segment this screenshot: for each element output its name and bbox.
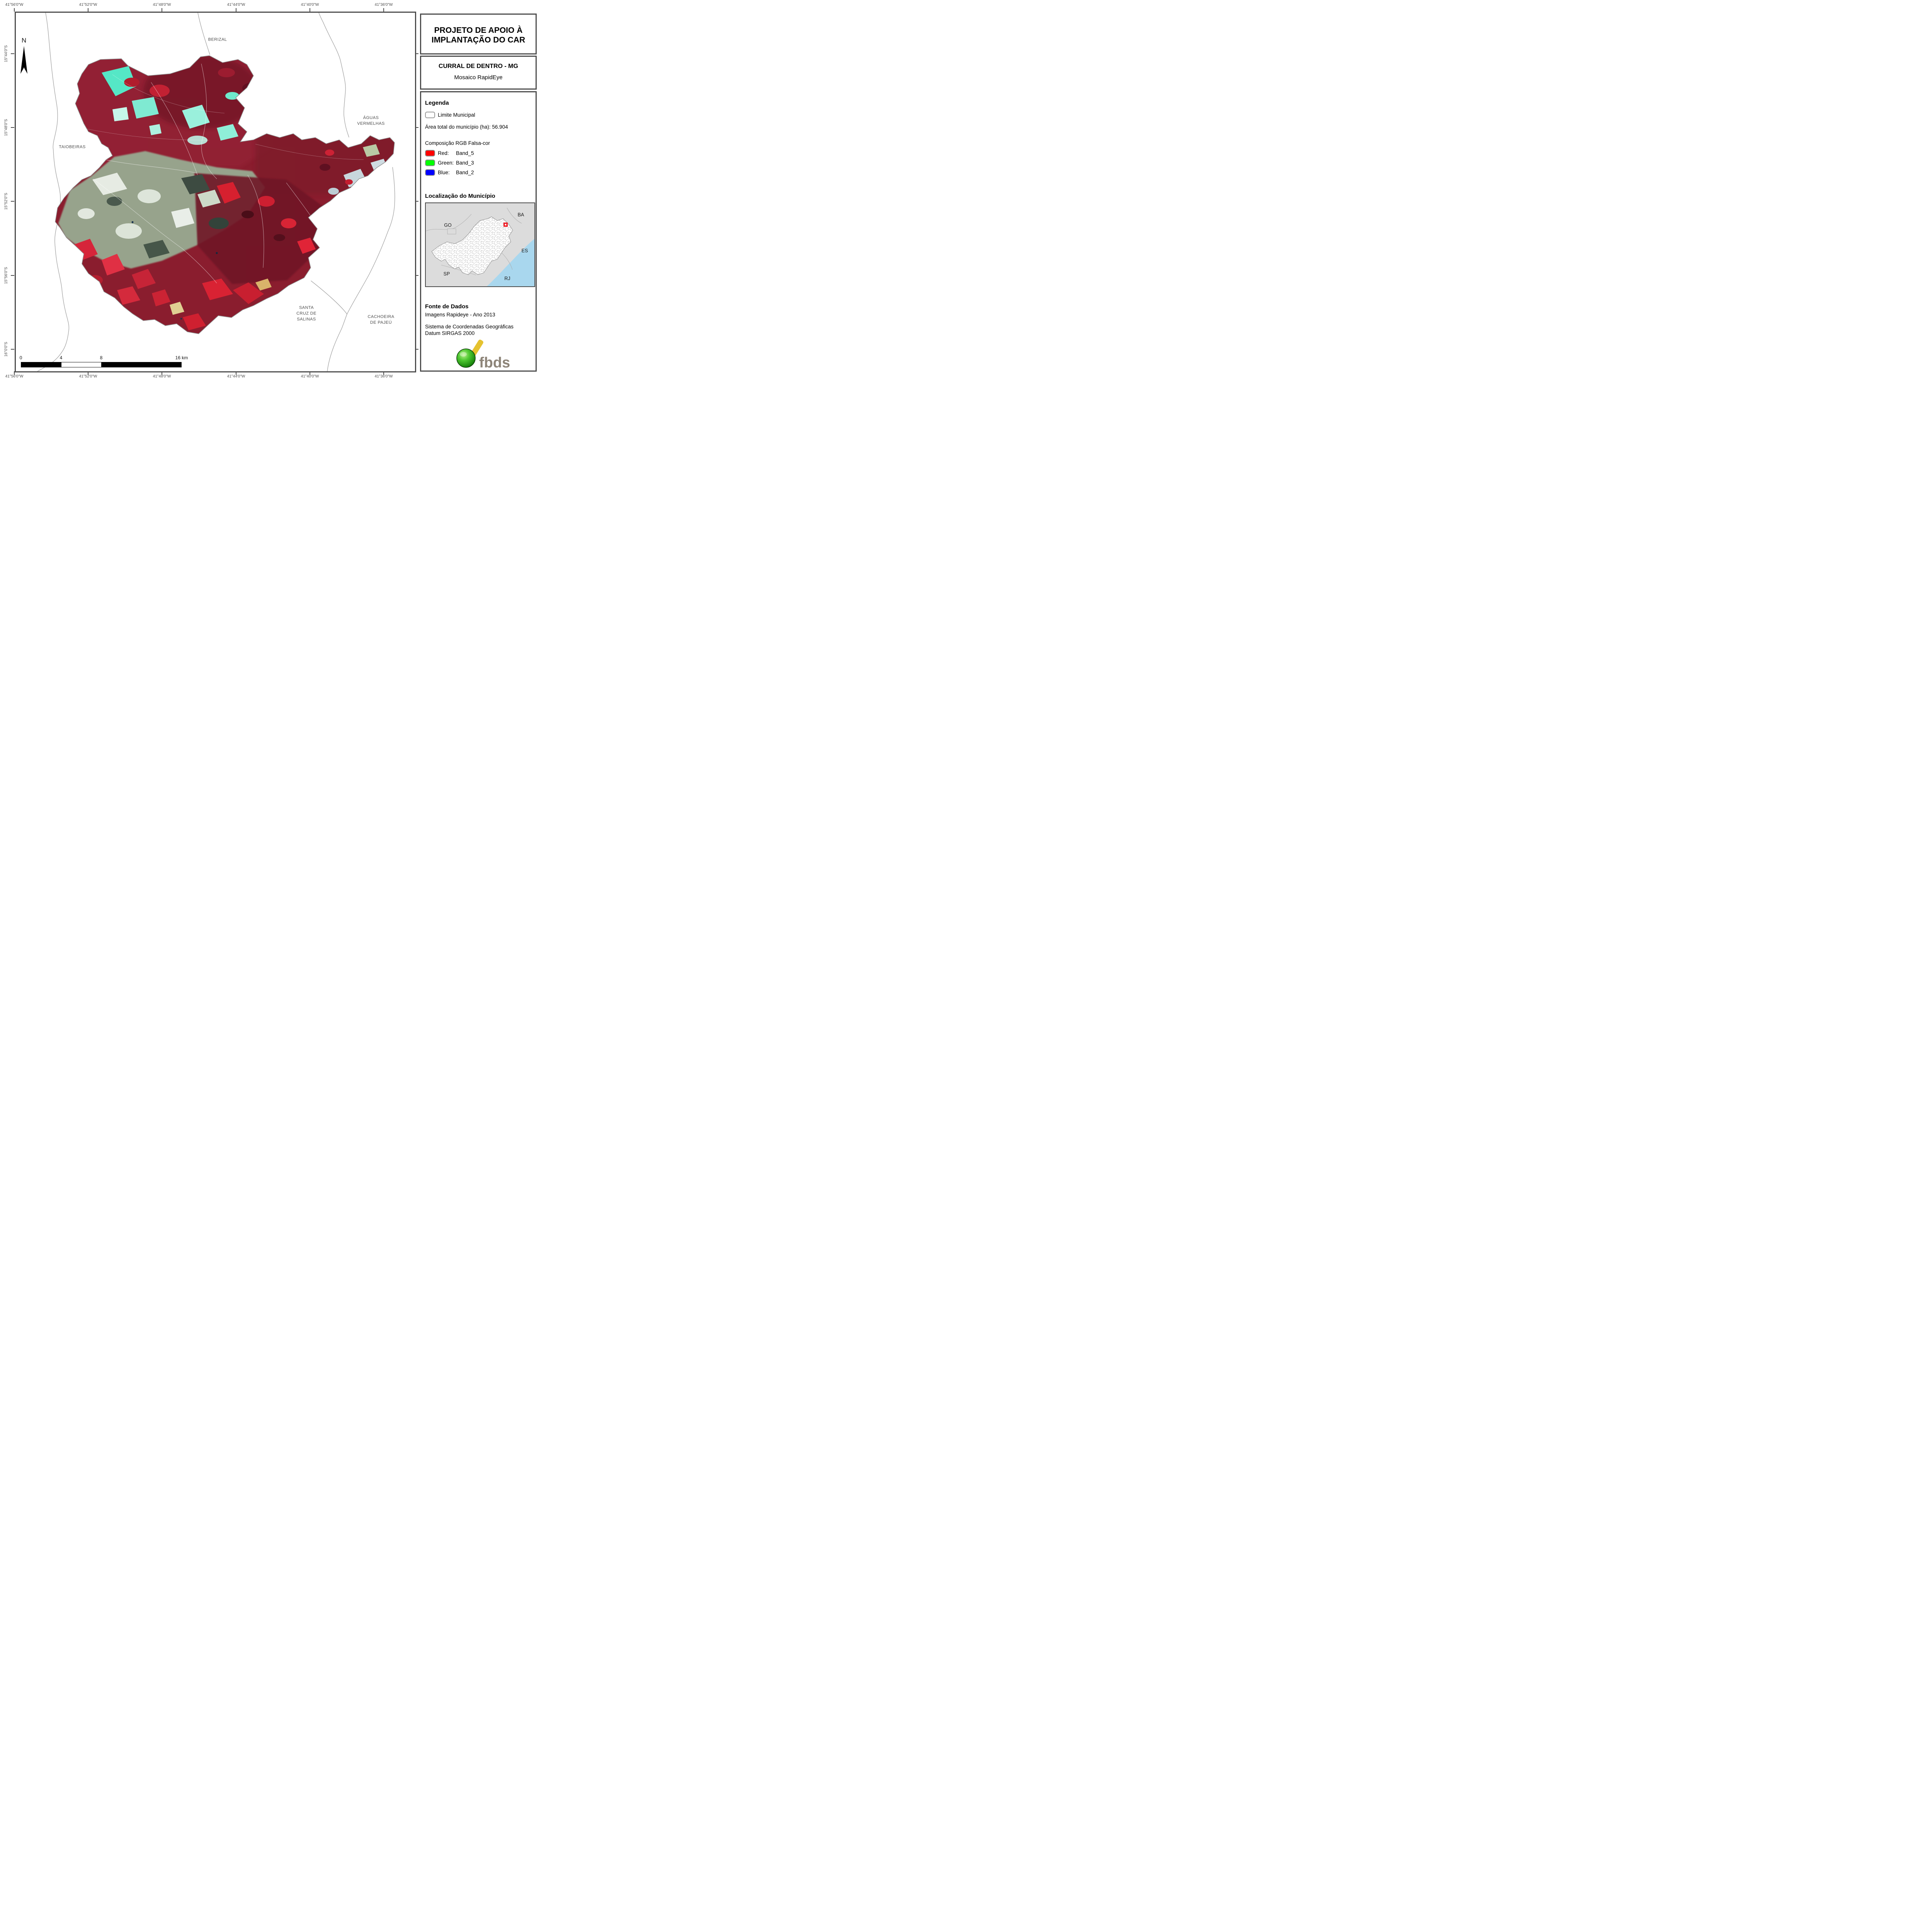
state-label-sp: SP (443, 271, 450, 277)
municipality-name: CURRAL DE DENTRO - MG (439, 63, 518, 70)
source-heading: Fonte de Dados (425, 303, 469, 310)
legend-item-red-band: Red: Band_5 (425, 150, 474, 156)
state-label-es: ES (521, 248, 528, 253)
project-title: PROJETO DE APOIO À IMPLANTAÇÃO DO CAR (431, 26, 526, 44)
source-line-3: Datum SIRGAS 2000 (425, 330, 475, 336)
location-inset-map: GO BA ES SP RJ (425, 202, 535, 287)
location-heading: Localização do Município (425, 193, 495, 199)
lon-label-bottom-5: 41°36'0"W (374, 374, 393, 379)
scale-bar (21, 362, 182, 367)
scalebar-tick-0: 0 (19, 355, 22, 360)
lon-label-top-2: 41°48'0"W (153, 3, 171, 7)
lon-label-top-4: 41°40'0"W (301, 3, 319, 7)
lon-label-bottom-2: 41°48'0"W (153, 374, 171, 379)
municipality-marker (503, 223, 508, 227)
source-line-2: Sistema de Coordenadas Geográficas (425, 324, 514, 330)
lat-label-2: 15°52'0"S (4, 193, 9, 210)
state-label-go: GO (444, 223, 452, 228)
north-arrow: N (18, 37, 30, 75)
red-band-swatch (425, 150, 435, 156)
neighbor-boundary-lines (37, 13, 395, 371)
legend-item-limite: Limite Municipal (425, 112, 475, 118)
scalebar-tick-16: 16 km (175, 355, 188, 360)
place-label-berizal: BERIZAL (208, 37, 227, 42)
legend-box: Legenda Limite Municipal Área total do m… (420, 91, 537, 372)
legend-item-blue-band: Blue: Band_2 (425, 169, 474, 176)
fbds-logo-text: fbds (479, 355, 510, 370)
place-label-cachoeira-de-pajeu: CACHOEIRA DE PAJEÚ (367, 314, 395, 325)
green-band-swatch (425, 160, 435, 166)
fbds-logo-mark (456, 340, 483, 368)
lon-label-bottom-3: 41°44'0"W (227, 374, 245, 379)
legend-item-green-band: Green: Band_3 (425, 160, 474, 166)
area-total-label: Área total do município (ha): 56.904 (425, 124, 508, 130)
composition-heading: Composição RGB Falsa-cor (425, 140, 490, 146)
ocean (487, 239, 534, 286)
map-layout-page: N BERIZAL ÁGUAS VERMELHAS TAIOBEIRAS SAN… (0, 0, 543, 383)
lon-label-top-1: 41°52'0"W (79, 3, 97, 7)
limite-municipal-swatch (425, 112, 435, 118)
north-label: N (21, 37, 27, 44)
subtitle-box: CURRAL DE DENTRO - MG Mosaico RapidEye (420, 56, 537, 90)
lat-label-1: 15°48'0"S (4, 119, 9, 136)
lon-label-top-3: 41°44'0"W (227, 3, 245, 7)
source-line-1: Imagens Rapideye - Ano 2013 (425, 312, 495, 318)
lon-label-bottom-1: 41°52'0"W (79, 374, 97, 379)
blue-band-swatch (425, 169, 435, 176)
product-name: Mosaico RapidEye (454, 74, 503, 81)
state-label-rj: RJ (504, 276, 510, 281)
rapideye-mosaic (55, 56, 395, 334)
scalebar-tick-4: 4 (60, 355, 63, 360)
legend-heading: Legenda (425, 100, 449, 106)
lon-label-bottom-0: 41°56'0"W (5, 374, 24, 379)
lon-label-bottom-4: 41°40'0"W (301, 374, 319, 379)
satellite-mosaic-map (37, 13, 395, 371)
minas-gerais-inset (425, 203, 534, 286)
title-box: PROJETO DE APOIO À IMPLANTAÇÃO DO CAR (420, 14, 537, 54)
lat-label-3: 15°56'0"S (4, 267, 9, 284)
lon-label-top-0: 41°56'0"W (5, 3, 24, 7)
place-label-aguas-vermelhas: ÁGUAS VERMELHAS (357, 116, 385, 126)
scalebar-tick-8: 8 (100, 355, 103, 360)
state-label-ba: BA (517, 212, 524, 218)
lon-label-top-5: 41°36'0"W (374, 3, 393, 7)
north-arrow-icon (20, 46, 27, 74)
lat-label-4: 16°0'0"S (4, 342, 9, 357)
minas-gerais-shape (431, 216, 513, 275)
fbds-logo: fbds (455, 338, 517, 371)
place-label-santa-cruz-de-salinas: SANTA CRUZ DE SALINAS (296, 305, 316, 322)
place-label-taiobeiras: TAIOBEIRAS (59, 144, 86, 150)
map-frame: N BERIZAL ÁGUAS VERMELHAS TAIOBEIRAS SAN… (15, 12, 416, 372)
lat-label-0: 15°44'0"S (4, 45, 9, 62)
limite-municipal-outline (55, 55, 395, 334)
